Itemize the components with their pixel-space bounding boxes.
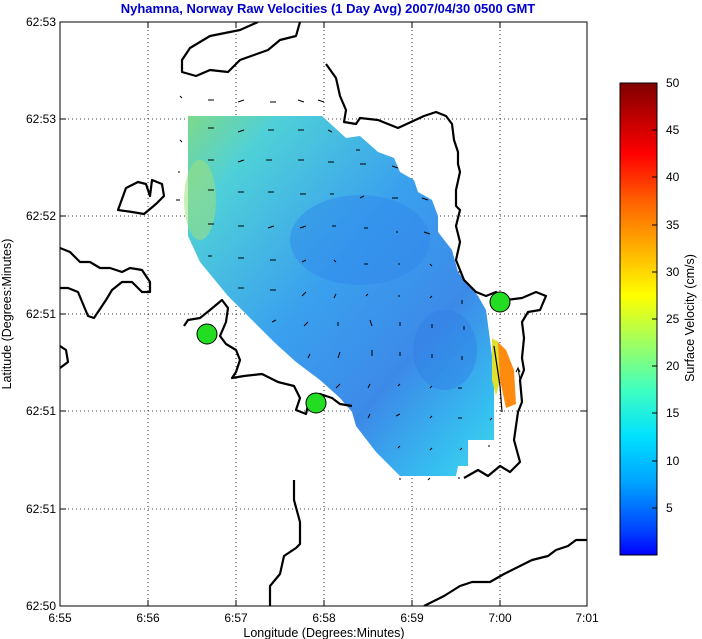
colorbar-ticks bbox=[652, 82, 657, 509]
field-low-speed-patch bbox=[413, 310, 477, 390]
map-title: Nyhamna, Norway Raw Velocities (1 Day Av… bbox=[121, 1, 536, 16]
x-tick-label: 6:57 bbox=[224, 611, 248, 625]
colorbar-tick-label: 20 bbox=[666, 359, 680, 373]
y-tick-label: 62:53 bbox=[26, 15, 56, 29]
colorbar-tick-label: 50 bbox=[666, 76, 680, 90]
field-low-speed-patch bbox=[290, 195, 430, 285]
colorbar-tick-label: 30 bbox=[666, 265, 680, 279]
station-marker[interactable] bbox=[489, 291, 511, 313]
field-high-speed-patch bbox=[184, 160, 216, 240]
x-tick-label: 6:55 bbox=[48, 611, 72, 625]
x-tick-label: 6:59 bbox=[400, 611, 424, 625]
station-marker[interactable] bbox=[196, 323, 218, 345]
colorbar-tick-label: 5 bbox=[666, 501, 673, 515]
y-axis-label: Latitude (Degrees:Minutes) bbox=[0, 239, 14, 390]
velocity-vectors bbox=[176, 95, 521, 481]
y-tick-label: 62:53 bbox=[26, 112, 56, 126]
colorbar-tick-label: 25 bbox=[666, 312, 680, 326]
y-tick-label: 62:52 bbox=[26, 209, 56, 223]
x-tick-label: 6:56 bbox=[136, 611, 160, 625]
y-tick-label: 62:51 bbox=[26, 307, 56, 321]
colorbar-label: Surface Velocity (cm/s) bbox=[683, 254, 697, 382]
x-tick-label: 7:01 bbox=[575, 611, 599, 625]
x-tick-label: 6:58 bbox=[312, 611, 336, 625]
field-high-speed-patch bbox=[492, 338, 500, 396]
colorbar-tick-label: 15 bbox=[666, 406, 680, 420]
colorbar-tick-label: 45 bbox=[666, 123, 680, 137]
stations bbox=[196, 291, 511, 414]
x-tick-label: 7:00 bbox=[488, 611, 512, 625]
colorbar-tick-label: 40 bbox=[666, 170, 680, 184]
field-high-speed-patch bbox=[496, 340, 516, 408]
colorbar-tick-label: 10 bbox=[666, 454, 680, 468]
y-tick-label: 62:51 bbox=[26, 404, 56, 418]
colorbar-tick-label: 35 bbox=[666, 218, 680, 232]
station-marker[interactable] bbox=[305, 392, 327, 414]
x-axis-label: Longitude (Degrees:Minutes) bbox=[243, 626, 404, 639]
current-field bbox=[188, 116, 494, 476]
colorbar bbox=[619, 82, 658, 556]
y-axis-ticks bbox=[60, 21, 587, 607]
x-axis-ticks bbox=[59, 22, 588, 606]
y-tick-label: 62:50 bbox=[26, 599, 56, 613]
y-tick-label: 62:51 bbox=[26, 502, 56, 516]
